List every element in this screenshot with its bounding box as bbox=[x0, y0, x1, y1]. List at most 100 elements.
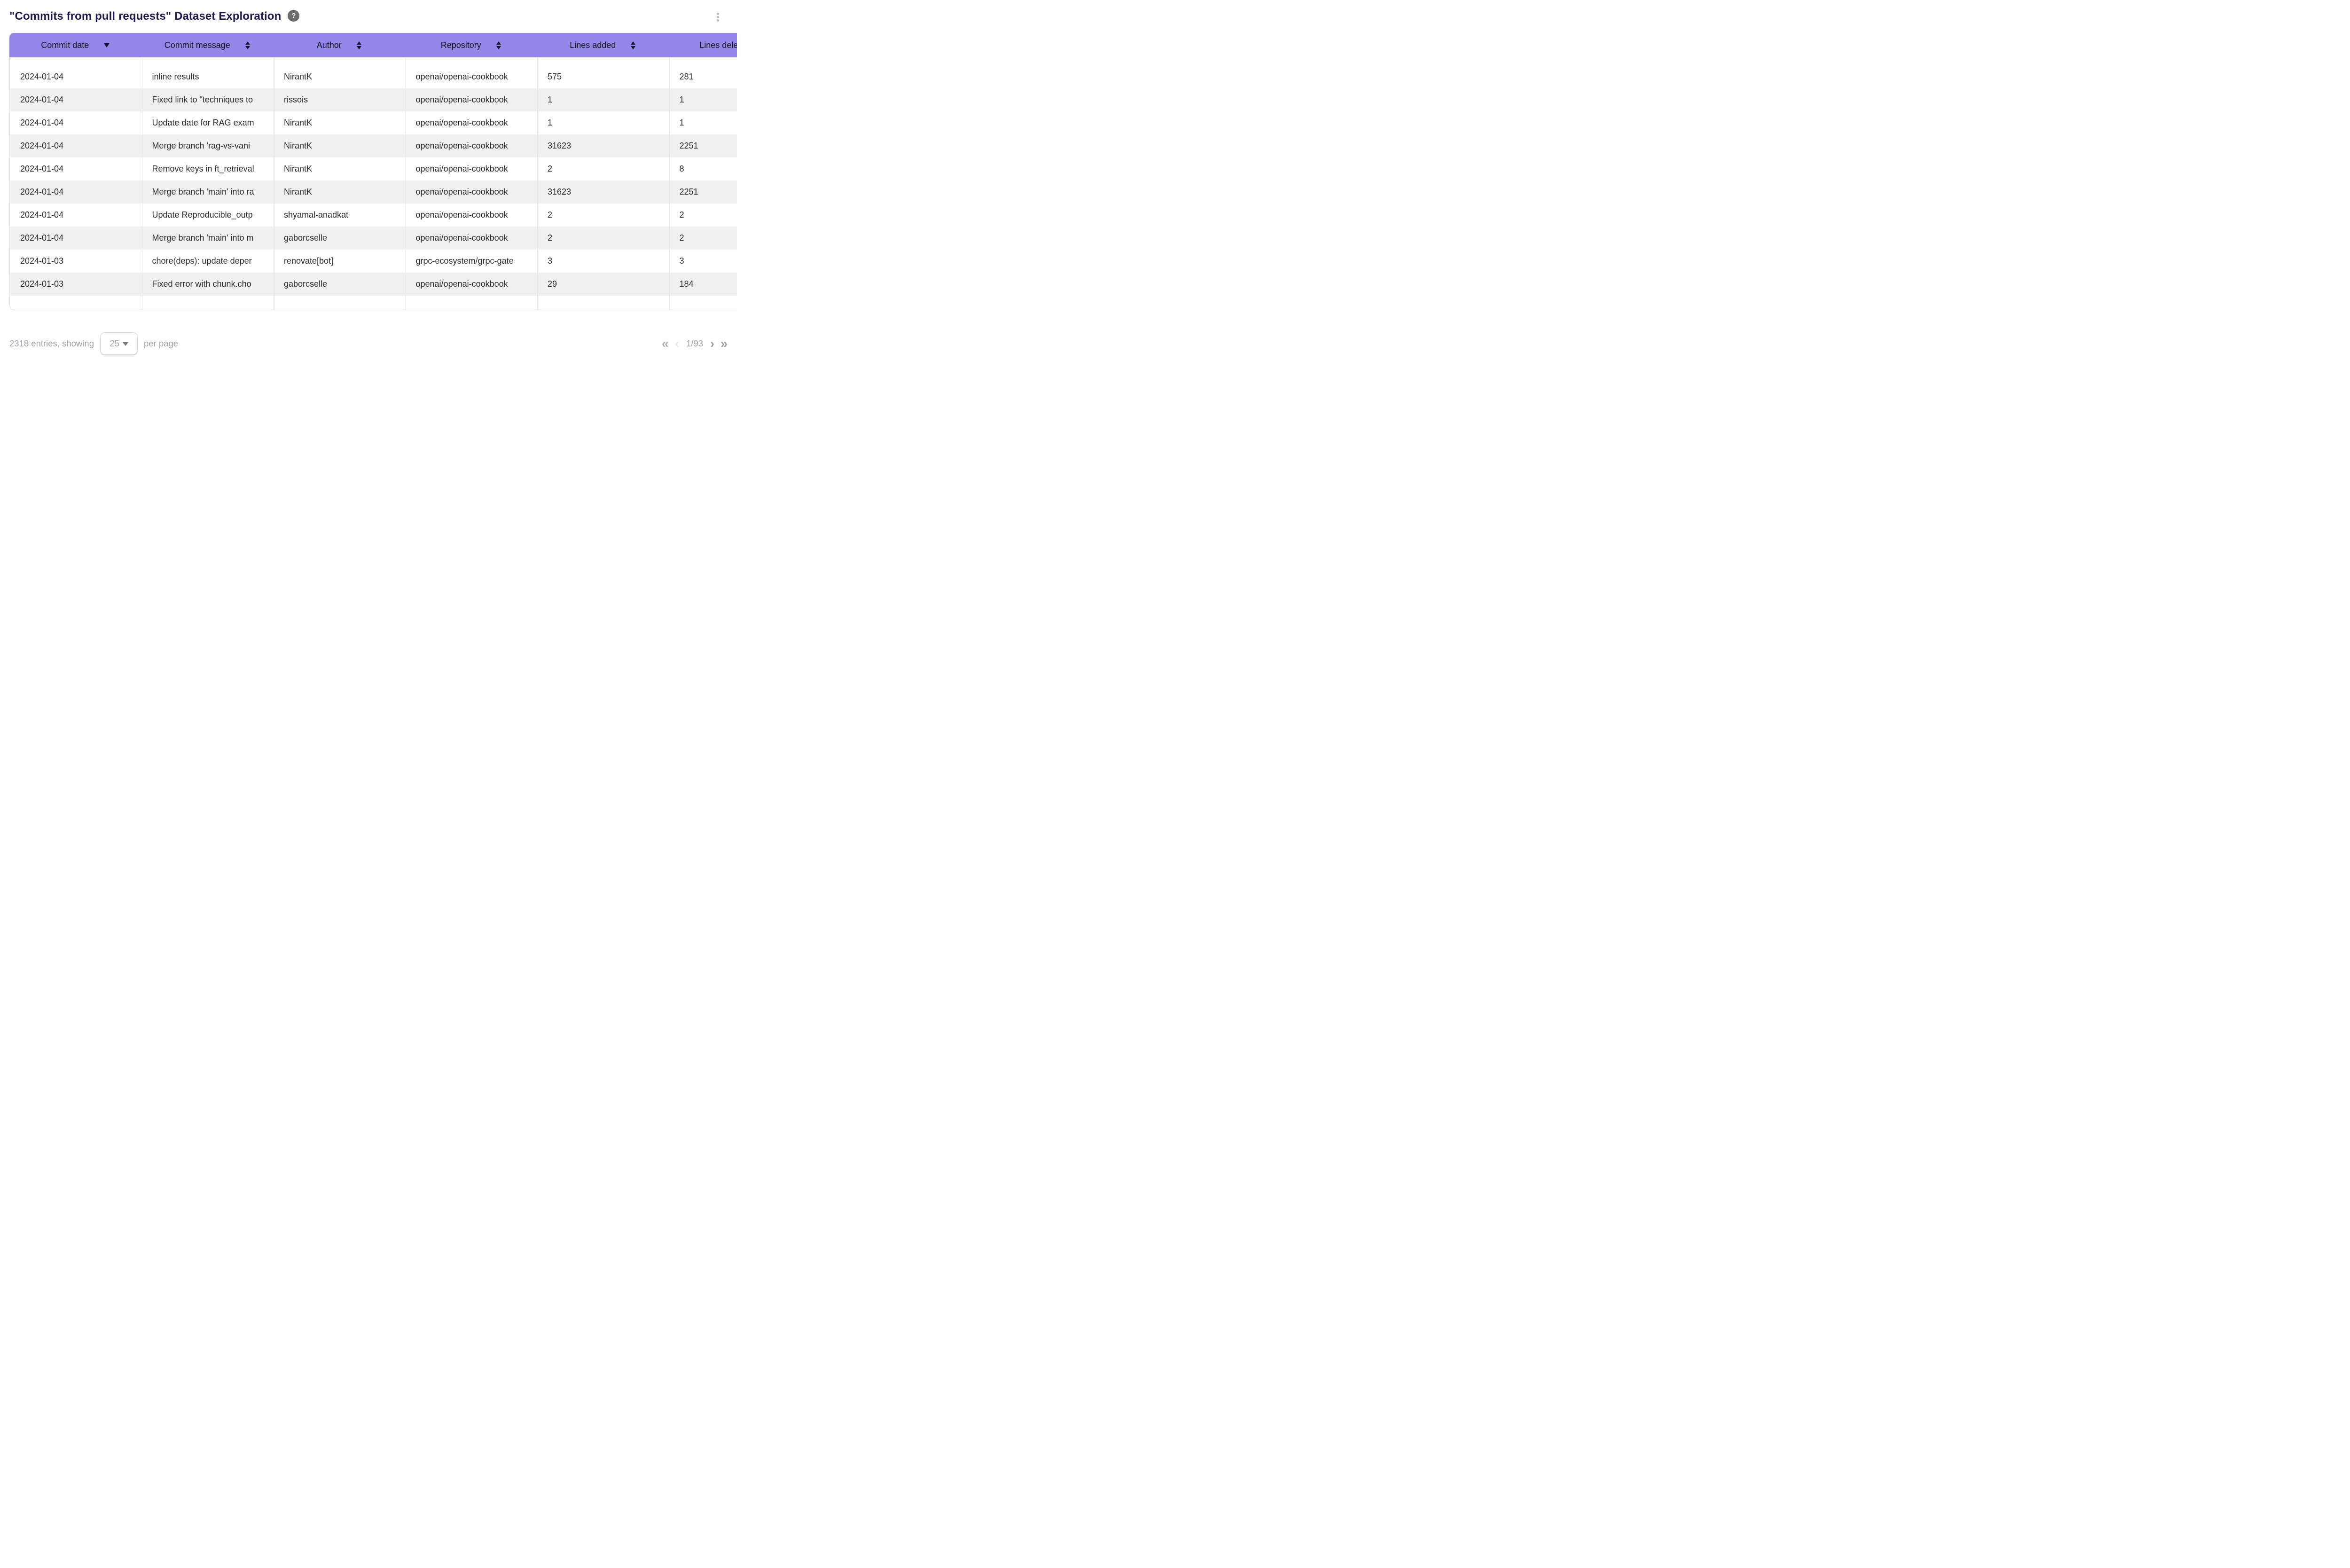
cell-added: 1 bbox=[548, 118, 553, 127]
column-header-label: Commit date bbox=[41, 40, 89, 50]
cell-author: NirantK bbox=[284, 164, 313, 173]
column-header-repo[interactable]: Repository bbox=[405, 33, 537, 57]
cell-message: Remove keys in ft_retrieval bbox=[152, 164, 254, 173]
triangle-down-icon bbox=[356, 46, 361, 49]
table-header-row: Commit date Commit message Author Repositor… bbox=[9, 33, 737, 57]
sortable-icon bbox=[631, 41, 636, 49]
cell-date: 2024-01-04 bbox=[20, 233, 64, 243]
cell-date: 2024-01-03 bbox=[20, 256, 64, 266]
last-page-button[interactable]: » bbox=[720, 336, 728, 351]
cell-deleted: 1 bbox=[679, 95, 684, 104]
previous-page-button[interactable]: ‹ bbox=[674, 336, 679, 351]
triangle-down-icon bbox=[104, 43, 110, 47]
column-header-author[interactable]: Author bbox=[273, 33, 405, 57]
cell-author: rissois bbox=[284, 95, 308, 104]
column-header-label: Commit message bbox=[164, 40, 230, 50]
table-row: 2024-01-04 Merge branch 'rag-vs-vani Niran… bbox=[10, 134, 737, 157]
sort-descending-icon bbox=[104, 43, 110, 47]
table-row: 2024-01-04 Merge branch 'main' into ra Nir… bbox=[10, 180, 737, 204]
cell-repo: openai/openai-cookbook bbox=[415, 279, 508, 289]
cell-deleted: 281 bbox=[679, 72, 694, 81]
cell-repo: openai/openai-cookbook bbox=[415, 95, 508, 104]
help-icon[interactable]: ? bbox=[288, 9, 300, 22]
cell-added: 575 bbox=[548, 72, 562, 81]
column-header-added[interactable]: Lines added bbox=[537, 33, 669, 57]
sortable-icon bbox=[245, 41, 250, 49]
cell-author: NirantK bbox=[284, 118, 313, 127]
cell-added: 29 bbox=[548, 279, 557, 289]
table-row: 2024-01-04 Remove keys in ft_retrieval Nir… bbox=[10, 157, 737, 180]
chevron-down-icon bbox=[122, 342, 128, 346]
column-header-label: Lines deleted bbox=[699, 40, 737, 50]
table-row: 2024-01-03 chore(deps): update deper renov… bbox=[10, 250, 737, 273]
cell-added: 3 bbox=[548, 256, 553, 266]
pagination: « ‹ 1/93 › » bbox=[662, 331, 728, 356]
cell-repo: openai/openai-cookbook bbox=[415, 233, 508, 243]
cell-author: gaborcselle bbox=[284, 279, 328, 289]
cell-added: 2 bbox=[548, 233, 553, 243]
cell-added: 31623 bbox=[548, 141, 572, 150]
sortable-icon bbox=[496, 41, 501, 49]
cell-repo: grpc-ecosystem/grpc-gate bbox=[415, 256, 514, 266]
table-row: 2024-01-04 Update Reproducible_outp shyama… bbox=[10, 204, 737, 227]
cell-date: 2024-01-03 bbox=[20, 279, 64, 289]
cell-added: 1 bbox=[548, 95, 553, 104]
cell-repo: openai/openai-cookbook bbox=[415, 141, 508, 150]
triangle-down-icon bbox=[631, 46, 636, 49]
cell-added: 2 bbox=[548, 210, 553, 220]
page-size-select[interactable]: 25 bbox=[100, 332, 138, 355]
cell-date: 2024-01-04 bbox=[20, 72, 64, 81]
cell-deleted: 2251 bbox=[679, 141, 698, 150]
triangle-up-icon bbox=[496, 41, 501, 45]
column-separator bbox=[141, 57, 142, 310]
kebab-menu-icon[interactable] bbox=[713, 10, 722, 24]
column-separator bbox=[669, 57, 670, 310]
page-size-value: 25 bbox=[110, 338, 119, 348]
cell-deleted: 3 bbox=[679, 256, 684, 266]
cell-date: 2024-01-04 bbox=[20, 187, 64, 196]
table-row: 2024-01-04 inline results NirantK openai/op… bbox=[10, 65, 737, 88]
cell-repo: openai/openai-cookbook bbox=[415, 72, 508, 81]
cell-message: Merge branch 'rag-vs-vani bbox=[152, 141, 251, 150]
cell-author: gaborcselle bbox=[284, 233, 328, 243]
cell-date: 2024-01-04 bbox=[20, 210, 64, 220]
cell-deleted: 2 bbox=[679, 210, 684, 220]
page-indicator: 1/93 bbox=[686, 338, 703, 348]
entries-count-text: 2318 entries, showing bbox=[9, 338, 94, 348]
cell-author: renovate[bot] bbox=[284, 256, 334, 266]
cell-repo: openai/openai-cookbook bbox=[415, 118, 508, 127]
cell-repo: openai/openai-cookbook bbox=[415, 187, 508, 196]
page-title: "Commits from pull requests" Dataset Exp… bbox=[9, 10, 282, 23]
cell-message: Fixed link to "techniques to bbox=[152, 95, 253, 104]
cell-message: Merge branch 'main' into m bbox=[152, 233, 254, 243]
kebab-dot bbox=[716, 12, 719, 15]
table-row: 2024-01-04 Fixed link to "techniques to ri… bbox=[10, 88, 737, 111]
first-page-button[interactable]: « bbox=[661, 336, 669, 351]
column-separator bbox=[405, 57, 406, 310]
triangle-up-icon bbox=[631, 41, 636, 45]
column-header-label: Author bbox=[316, 40, 342, 50]
cell-message: inline results bbox=[152, 72, 199, 81]
entries-summary: 2318 entries, showing 25 per page bbox=[9, 331, 178, 356]
column-header-label: Repository bbox=[440, 40, 481, 50]
cell-date: 2024-01-04 bbox=[20, 95, 64, 104]
cell-author: NirantK bbox=[284, 72, 313, 81]
column-header-date[interactable]: Commit date bbox=[9, 33, 141, 57]
column-header-message[interactable]: Commit message bbox=[141, 33, 274, 57]
cell-deleted: 2 bbox=[679, 233, 684, 243]
cell-author: shyamal-anadkat bbox=[284, 210, 349, 220]
cell-added: 2 bbox=[548, 164, 553, 173]
column-header-deleted[interactable]: Lines deleted bbox=[669, 33, 737, 57]
dataset-exploration-page: "Commits from pull requests" Dataset Exp… bbox=[0, 0, 737, 367]
triangle-up-icon bbox=[245, 41, 250, 45]
next-page-button[interactable]: › bbox=[710, 336, 714, 351]
cell-date: 2024-01-04 bbox=[20, 141, 64, 150]
data-table-card: Commit date Commit message Author Repositor… bbox=[9, 33, 737, 310]
cell-message: Update Reproducible_outp bbox=[152, 210, 253, 220]
kebab-dot bbox=[716, 16, 719, 18]
triangle-up-icon bbox=[356, 41, 361, 45]
cell-deleted: 8 bbox=[679, 164, 684, 173]
triangle-down-icon bbox=[245, 46, 250, 49]
cell-added: 31623 bbox=[548, 187, 572, 196]
cell-date: 2024-01-04 bbox=[20, 118, 64, 127]
